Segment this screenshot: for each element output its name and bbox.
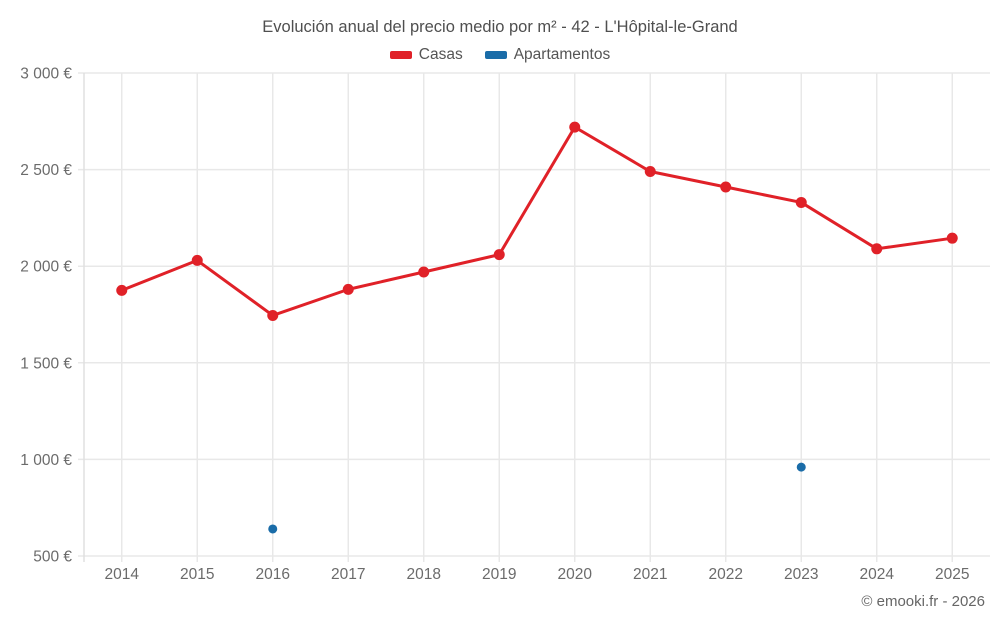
x-axis-tick-label: 2021 <box>633 566 667 583</box>
apartamentos-point-2016[interactable] <box>268 524 278 534</box>
x-axis-tick-label: 2014 <box>105 566 140 583</box>
legend-item-apartamentos[interactable]: Apartamentos <box>484 46 611 64</box>
x-axis-tick-label: 2016 <box>256 566 290 583</box>
x-axis-tick-label: 2022 <box>709 566 743 583</box>
casas-point-2020[interactable] <box>569 121 581 133</box>
casas-point-2018[interactable] <box>418 266 430 278</box>
x-axis-tick-label: 2020 <box>558 566 593 583</box>
y-axis-tick-label: 3 000 € <box>20 66 72 83</box>
y-axis-tick-label: 500 € <box>33 549 72 566</box>
casas-point-2021[interactable] <box>644 166 656 178</box>
casas-point-2024[interactable] <box>871 243 883 255</box>
x-axis-tick-label: 2018 <box>407 566 441 583</box>
casas-series-line <box>120 125 954 317</box>
casas-point-2023[interactable] <box>795 196 807 208</box>
x-axis-tick-label: 2025 <box>935 566 969 583</box>
y-axis-tick-label: 1 500 € <box>20 355 72 372</box>
x-axis-tick-label: 2017 <box>331 566 365 583</box>
y-axis-tick-label: 1 000 € <box>20 452 72 469</box>
casas-point-2019[interactable] <box>493 249 505 261</box>
casas-point-2016[interactable] <box>267 309 279 321</box>
apartamentos-point-2023[interactable] <box>796 462 806 472</box>
casas-point-2015[interactable] <box>191 254 203 266</box>
copyright-credit: © emooki.fr - 2026 <box>861 593 985 610</box>
chart-title: Evolución anual del precio medio por m² … <box>262 18 738 36</box>
casas-point-2022[interactable] <box>720 181 732 193</box>
legend-item-casas[interactable]: Casas <box>389 46 463 64</box>
casas-point-2025[interactable] <box>946 232 958 244</box>
x-axis-tick-label: 2024 <box>860 566 895 583</box>
legend-label-apartamentos: Apartamentos <box>513 46 611 63</box>
apartamentos-series-swatch-icon <box>484 51 507 59</box>
legend-label-casas: Casas <box>418 46 463 63</box>
y-axis-tick-label: 2 000 € <box>20 259 72 276</box>
casas-point-2014[interactable] <box>116 284 128 296</box>
x-axis-tick-label: 2023 <box>784 566 818 583</box>
x-axis-tick-label: 2015 <box>180 566 214 583</box>
chart-legend: Casas Apartamentos <box>0 46 1000 64</box>
casas-point-2017[interactable] <box>342 283 354 295</box>
casas-series-swatch-icon <box>389 51 412 59</box>
x-axis-tick-label: 2019 <box>482 566 516 583</box>
y-axis-tick-label: 2 500 € <box>20 162 72 179</box>
